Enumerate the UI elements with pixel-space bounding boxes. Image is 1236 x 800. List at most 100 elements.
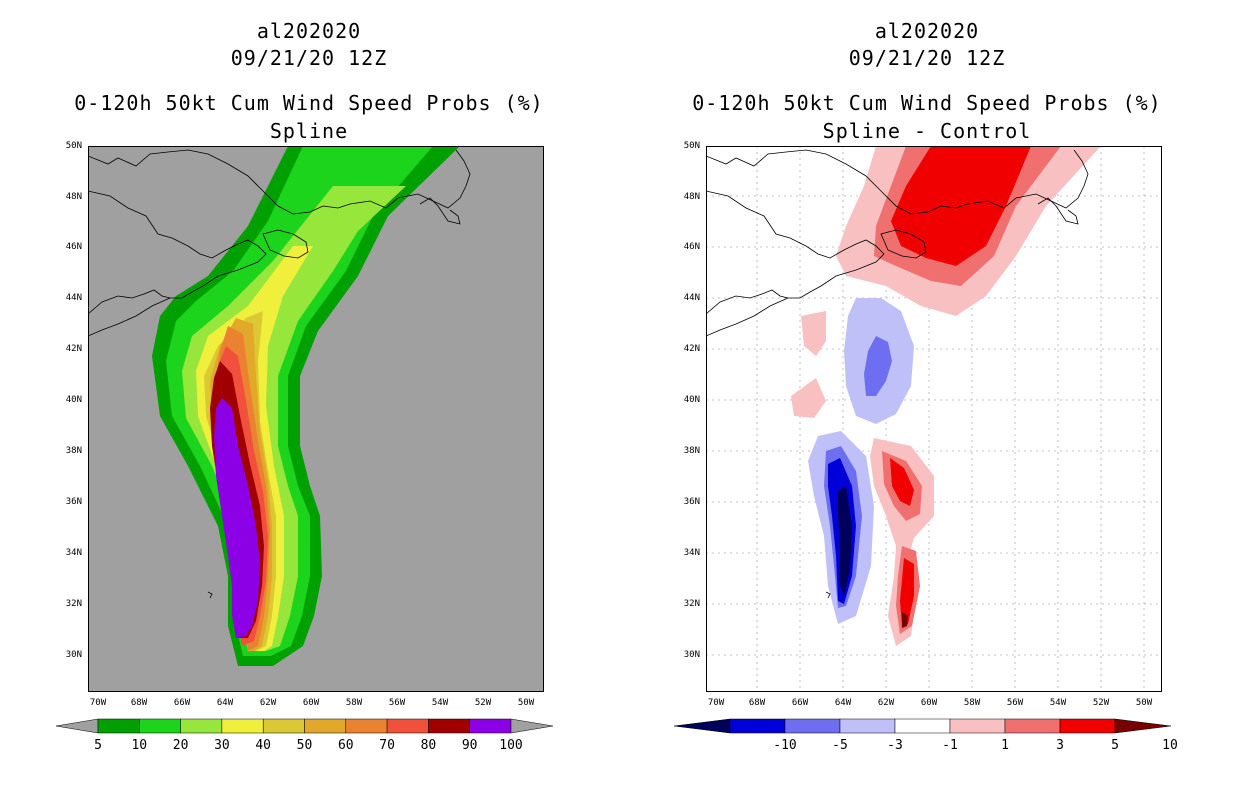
lon-label: 54W bbox=[431, 698, 449, 708]
map-frame bbox=[88, 146, 544, 692]
colorbar-swatch bbox=[386, 718, 429, 734]
colorbar: 5 10 20 30 40 50 60 70 80 90 100 bbox=[0, 716, 618, 756]
colorbar-swatch bbox=[839, 718, 896, 734]
lon-label: 52W bbox=[1092, 698, 1110, 708]
lat-label: 46N bbox=[65, 242, 82, 252]
colorbar-label: 60 bbox=[337, 738, 354, 753]
lat-label: 40N bbox=[683, 395, 700, 405]
lat-label: 48N bbox=[683, 191, 700, 202]
colorbar-low-arrow bbox=[673, 718, 731, 734]
date-time: 09/21/20 12Z bbox=[230, 46, 388, 70]
colorbar: -10 -5 -3 -1 1 3 5 10 bbox=[618, 716, 1236, 756]
diff-negative-10 bbox=[838, 486, 852, 596]
colorbar-swatch bbox=[428, 718, 470, 734]
colorbar-swatch bbox=[784, 718, 841, 734]
colorbar-label: 20 bbox=[172, 738, 189, 753]
coastline bbox=[706, 149, 1089, 599]
colorbar-swatch bbox=[221, 718, 264, 734]
lon-label: 66W bbox=[173, 698, 191, 708]
lat-label: 42N bbox=[683, 344, 700, 354]
run-title: Spline - Control bbox=[822, 119, 1032, 143]
colorbar-swatch bbox=[949, 718, 1006, 734]
lon-label: 52W bbox=[474, 698, 492, 708]
colorbar-swatch bbox=[262, 718, 305, 734]
lon-label: 56W bbox=[1006, 698, 1024, 708]
product-title: 0-120h 50kt Cum Wind Speed Probs (%) bbox=[692, 91, 1162, 115]
lon-label: 70W bbox=[707, 698, 725, 708]
lon-label: 68W bbox=[130, 698, 148, 708]
prob-band-90 bbox=[214, 398, 260, 638]
lat-label: 48N bbox=[65, 191, 82, 202]
lon-label: 56W bbox=[388, 698, 406, 708]
colorbar-swatch bbox=[304, 718, 347, 734]
diff-positive-1b bbox=[801, 311, 826, 356]
colorbar-label: -5 bbox=[832, 738, 848, 753]
lat-label: 40N bbox=[65, 395, 82, 405]
colorbar-label: 5 bbox=[94, 738, 102, 753]
run-title: Spline bbox=[269, 119, 349, 143]
colorbar-label: -10 bbox=[773, 738, 797, 753]
colorbar-swatch bbox=[97, 718, 140, 734]
colorbar-label: 30 bbox=[214, 738, 230, 753]
colorbar-label: -3 bbox=[887, 738, 903, 753]
diff-positive-1c bbox=[791, 378, 826, 418]
colorbar-swatch bbox=[1004, 718, 1061, 734]
colorbar-label: 5 bbox=[1111, 738, 1119, 753]
lat-label: 46N bbox=[683, 242, 700, 252]
colorbar-label: 50 bbox=[296, 738, 313, 753]
diff-negative-3 bbox=[864, 336, 892, 396]
lon-label: 62W bbox=[877, 698, 895, 708]
map-canvas bbox=[706, 146, 1162, 692]
colorbar-graphic bbox=[55, 718, 554, 734]
colorbar-high-arrow bbox=[1114, 718, 1172, 734]
lat-label: 34N bbox=[683, 548, 700, 558]
lon-label: 50W bbox=[517, 698, 535, 708]
lon-label: 70W bbox=[89, 698, 107, 708]
colorbar-swatch bbox=[1059, 718, 1116, 734]
colorbar-label: 90 bbox=[461, 738, 478, 753]
colorbar-high-arrow bbox=[510, 718, 554, 734]
colorbar-label: 3 bbox=[1056, 738, 1064, 753]
lon-label: 60W bbox=[302, 698, 320, 708]
lon-label: 68W bbox=[748, 698, 766, 708]
map-canvas bbox=[88, 146, 544, 692]
colorbar-swatch bbox=[345, 718, 388, 734]
map-frame bbox=[706, 146, 1162, 692]
colorbar-low-arrow bbox=[55, 718, 99, 734]
product-title: 0-120h 50kt Cum Wind Speed Probs (%) bbox=[74, 91, 544, 115]
colorbar-swatch bbox=[894, 718, 951, 734]
lat-label: 30N bbox=[683, 650, 700, 660]
diff-positive-5c bbox=[900, 558, 914, 626]
coastline bbox=[88, 149, 471, 599]
diff-positive-10 bbox=[902, 612, 908, 628]
lon-label: 64W bbox=[216, 698, 234, 708]
colorbar-label: 10 bbox=[131, 738, 148, 753]
colorbar-swatch bbox=[180, 718, 223, 734]
lat-label: 38N bbox=[683, 446, 700, 456]
colorbar-swatch bbox=[139, 718, 181, 734]
storm-id: al202020 bbox=[256, 19, 362, 43]
lat-label: 44N bbox=[65, 293, 82, 303]
lat-label: 38N bbox=[65, 446, 82, 456]
lat-label: 32N bbox=[683, 599, 700, 609]
left-panel: al202020 09/21/20 12Z 0-120h 50kt Cum Wi… bbox=[0, 19, 618, 756]
colorbar-swatch bbox=[469, 718, 512, 734]
colorbar-label: 80 bbox=[420, 738, 437, 753]
lat-label: 36N bbox=[683, 497, 700, 507]
colorbar-label: 10 bbox=[1162, 738, 1178, 753]
lat-label: 30N bbox=[65, 650, 82, 660]
date-time: 09/21/20 12Z bbox=[848, 46, 1006, 70]
colorbar-label: -1 bbox=[942, 738, 958, 753]
colorbar-label: 1 bbox=[1001, 738, 1009, 753]
lat-label: 36N bbox=[65, 497, 82, 507]
colorbar-swatch bbox=[729, 718, 786, 734]
colorbar-label: 70 bbox=[379, 738, 395, 753]
diff-positive-5b bbox=[890, 458, 914, 506]
storm-id: al202020 bbox=[874, 19, 980, 43]
difference-map bbox=[706, 146, 1162, 692]
lon-label: 60W bbox=[920, 698, 938, 708]
right-panel: al202020 09/21/20 12Z 0-120h 50kt Cum Wi… bbox=[618, 0, 1236, 800]
lon-label: 50W bbox=[1135, 698, 1153, 708]
lon-label: 66W bbox=[791, 698, 809, 708]
colorbar-graphic bbox=[673, 718, 1172, 734]
